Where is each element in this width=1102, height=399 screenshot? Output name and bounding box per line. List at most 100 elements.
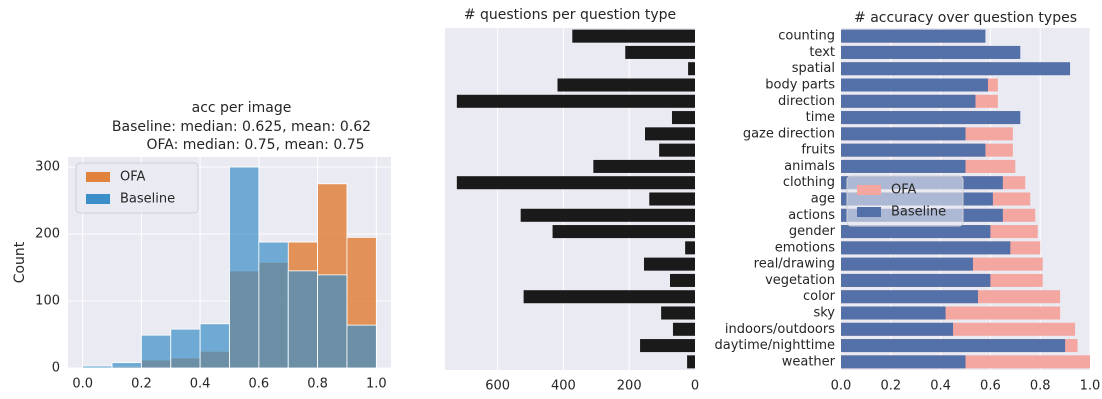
y-tick-label: clothing	[783, 175, 835, 190]
bar	[523, 290, 695, 304]
y-tick-label: age	[811, 192, 835, 207]
y-tick-label: actions	[788, 208, 835, 223]
bar	[456, 94, 695, 108]
bar	[841, 78, 988, 92]
legend-label: OFA	[120, 170, 146, 185]
x-tick-label: 400	[551, 379, 576, 394]
bar	[661, 306, 695, 320]
bar	[640, 339, 695, 353]
bar	[841, 45, 1021, 59]
x-tick-label: 0.0	[831, 379, 852, 394]
chart-title: # accuracy over question types	[854, 10, 1077, 26]
bar	[82, 365, 113, 369]
y-tick-label: text	[809, 45, 835, 60]
bar	[649, 192, 695, 206]
bar	[659, 143, 695, 157]
y-tick-label: spatial	[792, 61, 835, 76]
y-tick-label: indoors/outdoors	[725, 322, 835, 337]
y-tick-label: color	[803, 289, 836, 304]
x-tick-label: 1.0	[366, 377, 387, 392]
legend-swatch	[857, 207, 881, 217]
x-tick-label: 0.6	[980, 379, 1001, 394]
bar	[287, 270, 318, 369]
bar	[841, 159, 966, 173]
x-tick-label: 0.6	[249, 377, 270, 392]
y-tick-label: direction	[778, 94, 835, 109]
chart-title: acc per image	[192, 100, 292, 116]
y-tick-label: 200	[35, 227, 60, 242]
bar	[841, 143, 986, 157]
legend-swatch	[86, 172, 110, 182]
bar	[557, 78, 695, 92]
bar	[229, 166, 260, 369]
y-axis-label: Count	[12, 241, 28, 283]
bar	[111, 362, 142, 369]
x-tick-label: 0.4	[930, 379, 951, 394]
bar	[841, 322, 954, 336]
y-tick-label: fruits	[801, 143, 835, 158]
bar	[170, 328, 201, 369]
bar	[645, 127, 695, 141]
bar	[841, 306, 946, 320]
y-tick-label: weather	[782, 354, 836, 369]
bar	[672, 322, 695, 336]
bar	[572, 29, 695, 43]
x-tick-label: 0.2	[131, 377, 152, 392]
legend-swatch	[86, 194, 110, 204]
bar	[841, 339, 1066, 353]
bar	[841, 94, 976, 108]
bar	[841, 355, 966, 369]
bar	[841, 241, 1011, 255]
y-tick-label: sky	[813, 306, 835, 321]
bar	[688, 62, 695, 76]
x-tick-label: 0.2	[880, 379, 901, 394]
bar	[841, 273, 991, 287]
y-tick-label: animals	[784, 159, 835, 174]
x-tick-label: 0.0	[72, 377, 93, 392]
bar	[141, 334, 172, 369]
legend-label: Baseline	[120, 192, 175, 207]
bar	[841, 127, 966, 141]
y-tick-label: vegetation	[765, 273, 835, 288]
y-tick-label: real/drawing	[754, 257, 835, 272]
y-tick-label: counting	[778, 29, 835, 44]
bar	[685, 241, 695, 255]
x-tick-label: 0	[691, 379, 699, 394]
bar	[841, 29, 986, 43]
x-tick-label: 0.8	[307, 377, 328, 392]
bar	[841, 62, 1071, 76]
y-tick-label: gender	[789, 224, 836, 239]
x-tick-label: 200	[617, 379, 642, 394]
bar	[841, 257, 973, 271]
x-tick-label: 1.0	[1080, 379, 1101, 394]
chart-subtitle: Baseline: median: 0.625, mean: 0.62	[112, 119, 371, 135]
bar	[317, 274, 348, 369]
chart-title: # questions per question type	[464, 7, 676, 23]
y-tick-label: 300	[35, 160, 60, 175]
y-tick-label: 100	[35, 294, 60, 309]
y-tick-label: gaze direction	[743, 126, 835, 141]
legend-swatch	[857, 185, 881, 195]
y-tick-label: time	[806, 110, 835, 125]
x-tick-label: 600	[485, 379, 510, 394]
bar	[593, 159, 695, 173]
bar	[841, 290, 978, 304]
x-tick-label: 0.8	[1030, 379, 1051, 394]
bar	[520, 208, 695, 222]
y-tick-label: emotions	[775, 240, 836, 255]
y-tick-label: daytime/nighttime	[715, 338, 835, 353]
x-tick-label: 0.4	[190, 377, 211, 392]
legend-label: OFA	[891, 183, 917, 198]
bar	[644, 257, 695, 271]
legend-label: Baseline	[891, 205, 946, 220]
y-tick-label: 0	[52, 361, 60, 376]
bar	[670, 273, 695, 287]
bar	[456, 176, 695, 190]
bar	[625, 45, 695, 59]
bar	[346, 324, 377, 369]
bar	[671, 111, 695, 125]
bar	[258, 241, 289, 369]
bar	[687, 355, 695, 369]
y-tick-label: body parts	[765, 78, 835, 93]
